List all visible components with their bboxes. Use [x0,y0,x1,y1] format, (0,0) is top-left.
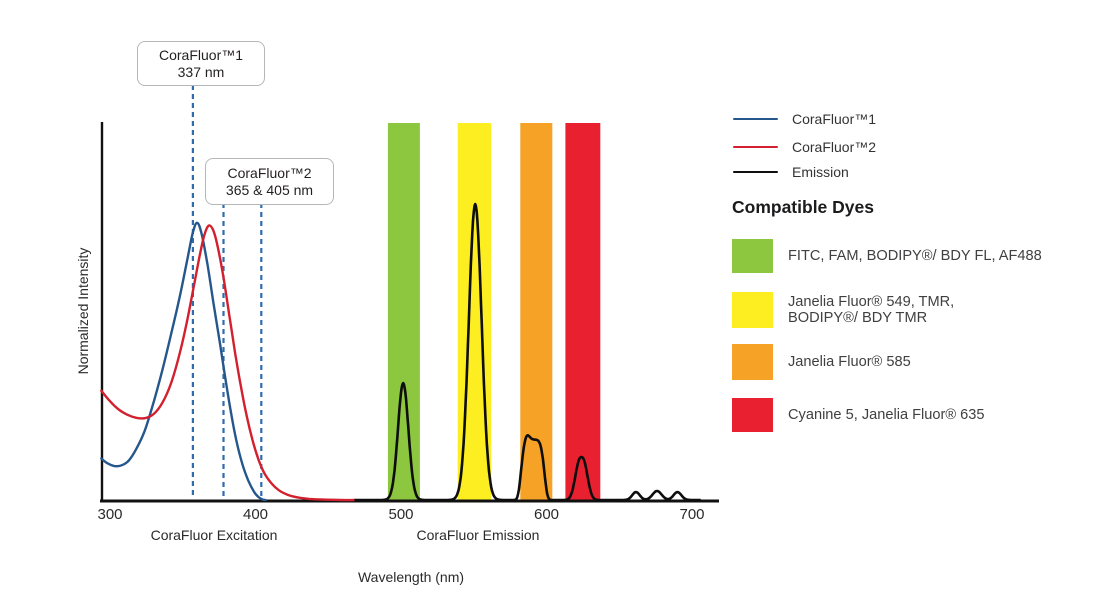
y-axis-label: Normalized Intensity [75,247,91,375]
green-filter-swatch [732,239,773,273]
legend-item-corafluor2: CoraFluor™2 [733,138,876,156]
dye-label-green: FITC, FAM, BODIPY®/ BDY FL, AF488 [788,247,1042,264]
filter-band-red [565,123,601,500]
dye-row-green: FITC, FAM, BODIPY®/ BDY FL, AF488 [732,239,1042,273]
x-tick-700: 700 [679,506,704,523]
legend-line-corafluor2 [733,145,778,149]
callout-corafluor1-wavelength: 337 nm [177,63,225,80]
dye-label-red: Cyanine 5, Janelia Fluor® 635 [788,406,985,423]
x-axis-label: Wavelength (nm) [357,569,465,585]
callout-corafluor2-wavelength: 365 & 405 nm [225,181,314,198]
x-tick-500: 500 [388,506,413,523]
callout-corafluor1: CoraFluor™1 337 nm [137,41,265,86]
legend-item-emission: Emission [733,163,849,181]
dye-label-orange: Janelia Fluor® 585 [788,353,911,370]
x-tick-600: 600 [534,506,559,523]
spectra-plot: 300 400 500 600 700 [97,85,719,523]
dye-row-yellow: Janelia Fluor® 549, TMR, BODIPY®/ BDY TM… [732,292,954,328]
red-filter-swatch [732,398,773,432]
legend-line-emission [733,170,778,174]
legend-line-corafluor1 [733,117,778,121]
emission-curve [353,202,702,502]
x-tick-400: 400 [243,506,268,523]
dye-row-red: Cyanine 5, Janelia Fluor® 635 [732,398,985,432]
excitation-curve-2 [100,224,356,502]
filter-band-green [387,123,420,500]
legend-label-emission: Emission [792,164,849,180]
legend-item-corafluor1: CoraFluor™1 [733,110,876,128]
compatible-dyes-heading: Compatible Dyes [732,197,874,217]
callout-corafluor2: CoraFluor™2 365 & 405 nm [205,158,334,205]
dye-row-orange: Janelia Fluor® 585 [732,344,911,380]
orange-filter-swatch [732,344,773,380]
legend-label-corafluor2: CoraFluor™2 [792,139,877,155]
callout-corafluor2-name: CoraFluor™2 [227,164,312,181]
x-tick-300: 300 [97,506,122,523]
excitation-caption: CoraFluor Excitation [150,527,278,543]
yellow-filter-swatch [732,292,773,328]
excitation-curve-1 [100,221,267,502]
emission-caption: CoraFluor Emission [416,527,540,543]
legend-label-corafluor1: CoraFluor™1 [792,111,877,127]
dye-label-yellow: Janelia Fluor® 549, TMR, BODIPY®/ BDY TM… [788,293,955,327]
callout-corafluor1-name: CoraFluor™1 [158,46,244,63]
